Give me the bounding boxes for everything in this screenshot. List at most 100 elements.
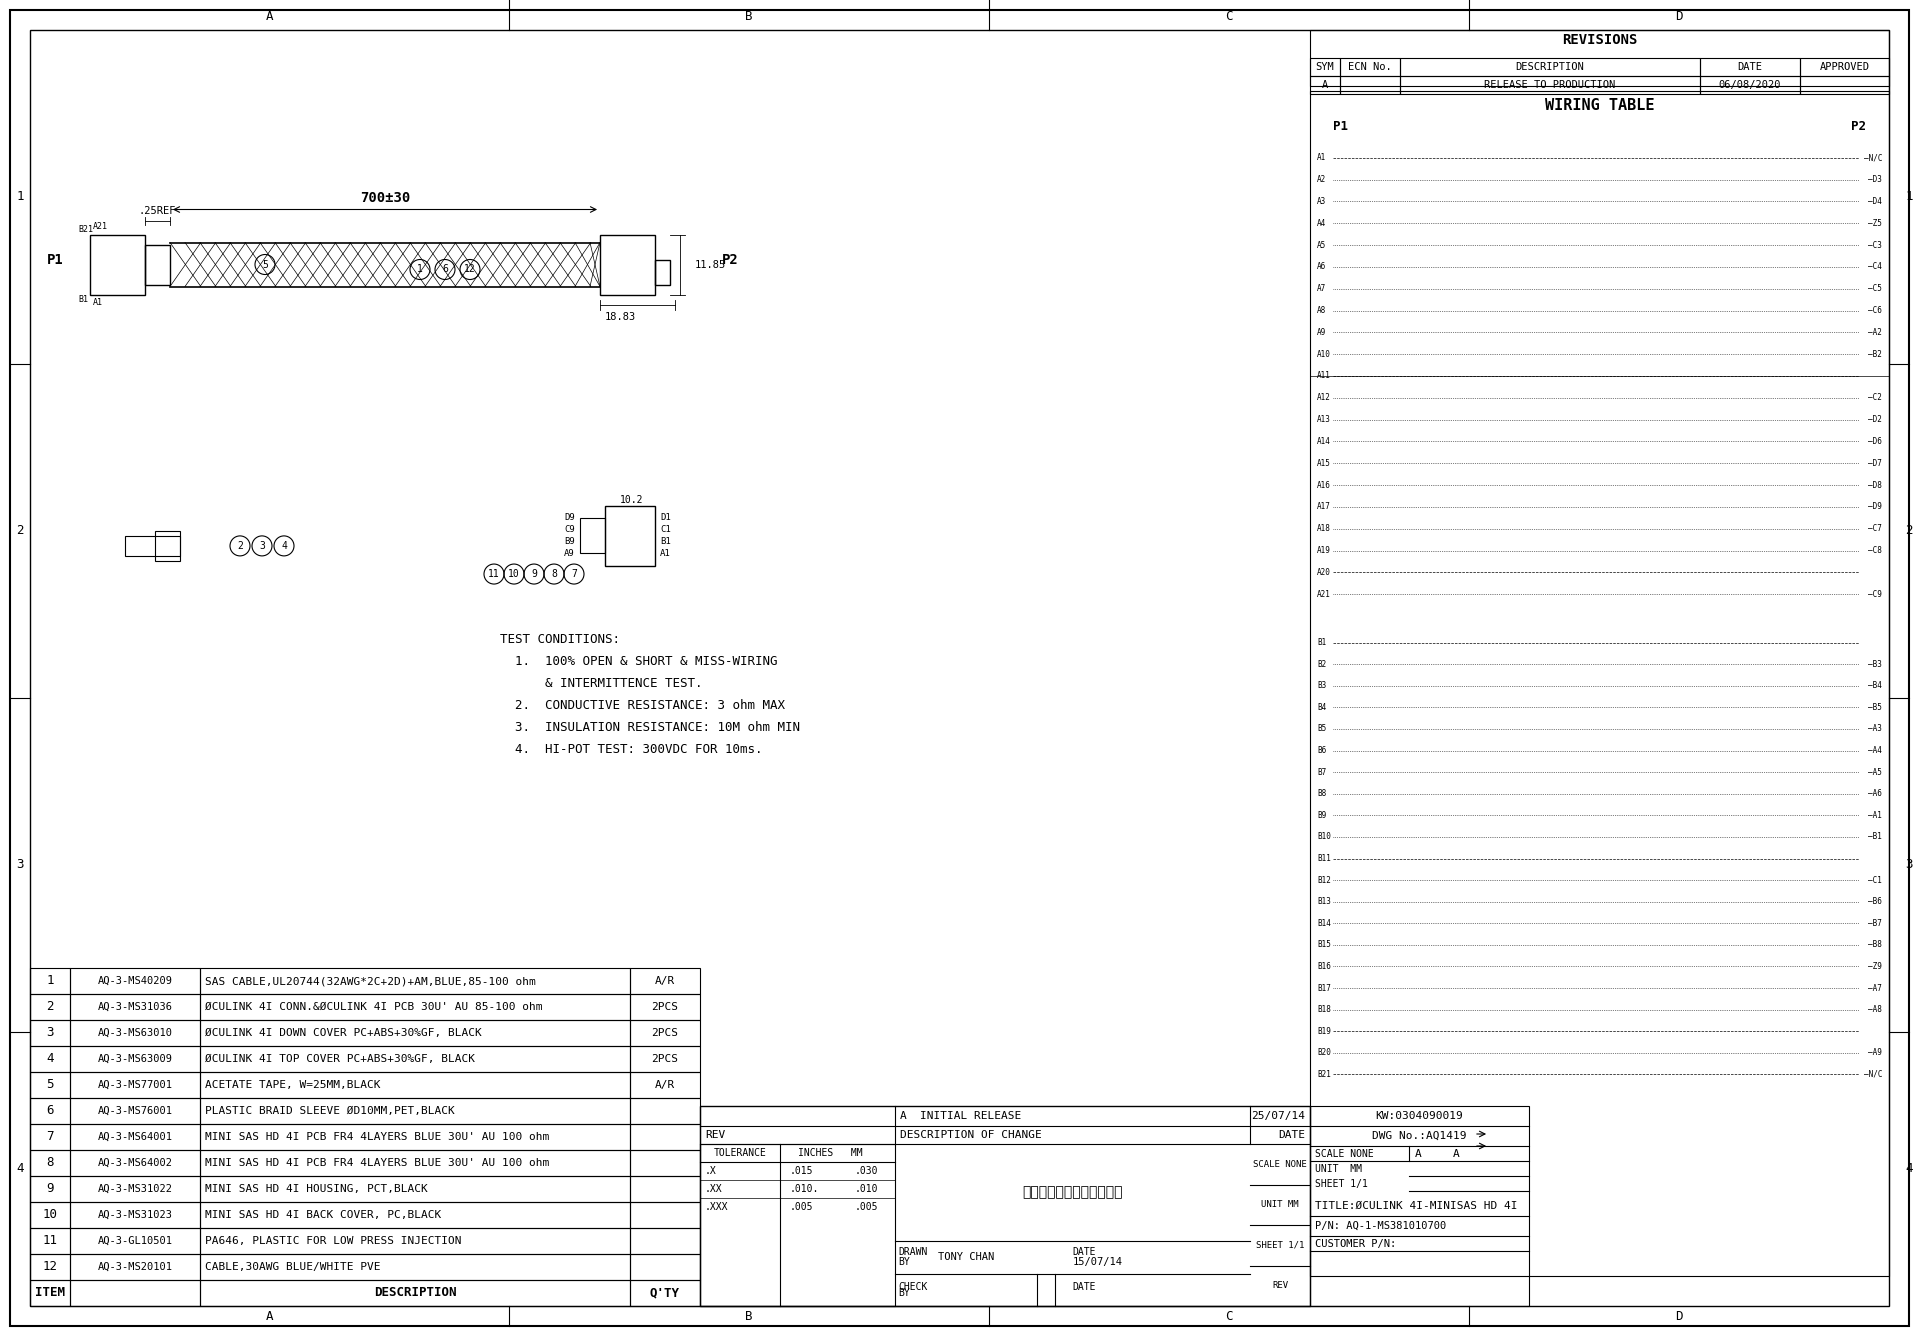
Text: ECN No.: ECN No. (1349, 61, 1391, 72)
Bar (1700, 76, 1800, 94)
Text: B11: B11 (1316, 854, 1332, 863)
Bar (1339, 57, 1401, 76)
Text: —D6: —D6 (1867, 437, 1883, 446)
Text: C1: C1 (660, 525, 672, 534)
Text: KW:0304090019: KW:0304090019 (1376, 1112, 1464, 1121)
Text: —A2: —A2 (1867, 327, 1883, 337)
Text: C: C (1224, 1309, 1232, 1323)
Text: P/N: AQ-1-MS381010700: P/N: AQ-1-MS381010700 (1315, 1221, 1447, 1230)
Text: D1: D1 (660, 513, 672, 522)
Text: B19: B19 (1316, 1027, 1332, 1035)
Text: B17: B17 (1316, 983, 1332, 993)
Text: 2PCS: 2PCS (651, 1002, 679, 1011)
Text: 3: 3 (259, 541, 265, 550)
Text: A2: A2 (1316, 175, 1326, 184)
Bar (69, 1046, 200, 1071)
Bar (31, 969, 69, 994)
Text: AQ-3-MS64001: AQ-3-MS64001 (98, 1132, 173, 1142)
Bar (31, 1098, 69, 1124)
Text: MINI SAS HD 4I PCB FR4 4LAYERS BLUE 30U' AU 100 ohm: MINI SAS HD 4I PCB FR4 4LAYERS BLUE 30U'… (205, 1132, 549, 1142)
Bar (31, 1228, 69, 1255)
Text: —A5: —A5 (1867, 768, 1883, 776)
Bar (31, 1071, 69, 1098)
Text: —Z9: —Z9 (1867, 962, 1883, 971)
Text: D: D (1675, 9, 1683, 23)
Text: 东莞凯王信息科技有限公司: 东莞凯王信息科技有限公司 (1023, 1185, 1123, 1200)
Text: AQ-3-MS20101: AQ-3-MS20101 (98, 1263, 173, 1272)
Bar (125, 536, 180, 556)
Text: 3.  INSULATION RESISTANCE: 10M ohm MIN: 3. INSULATION RESISTANCE: 10M ohm MIN (501, 721, 800, 735)
Text: 1: 1 (1906, 191, 1913, 203)
Bar (200, 1046, 629, 1071)
Text: —A4: —A4 (1867, 745, 1883, 755)
Text: MINI SAS HD 4I HOUSING, PCT,BLACK: MINI SAS HD 4I HOUSING, PCT,BLACK (205, 1184, 428, 1194)
Text: 4: 4 (280, 541, 288, 550)
Bar (200, 1071, 629, 1098)
Text: —C5: —C5 (1867, 285, 1883, 293)
Text: BY: BY (898, 1257, 910, 1268)
Bar (200, 1019, 629, 1046)
Text: 6: 6 (441, 265, 447, 274)
Text: A9: A9 (564, 549, 576, 558)
Text: MINI SAS HD 4I PCB FR4 4LAYERS BLUE 30U' AU 100 ohm: MINI SAS HD 4I PCB FR4 4LAYERS BLUE 30U'… (205, 1158, 549, 1168)
Text: ITEM: ITEM (35, 1287, 65, 1300)
Text: A7: A7 (1316, 285, 1326, 293)
Text: INCHES   MM: INCHES MM (798, 1148, 862, 1158)
Bar (629, 1124, 700, 1150)
Text: —B7: —B7 (1867, 919, 1883, 927)
Text: 8: 8 (551, 569, 557, 578)
Text: & INTERMITTENCE TEST.: & INTERMITTENCE TEST. (501, 677, 702, 691)
Text: A1: A1 (92, 298, 104, 307)
Bar (200, 1150, 629, 1176)
Text: —C2: —C2 (1867, 393, 1883, 402)
Text: B1: B1 (79, 295, 88, 305)
Text: A19: A19 (1316, 546, 1332, 554)
Text: MINI SAS HD 4I BACK COVER, PC,BLACK: MINI SAS HD 4I BACK COVER, PC,BLACK (205, 1210, 441, 1220)
Text: —C3: —C3 (1867, 240, 1883, 250)
Text: B12: B12 (1316, 875, 1332, 884)
Bar (69, 1019, 200, 1046)
Text: B4: B4 (1316, 703, 1326, 712)
Text: ØCULINK 4I DOWN COVER PC+ABS+30%GF, BLACK: ØCULINK 4I DOWN COVER PC+ABS+30%GF, BLAC… (205, 1027, 482, 1038)
Text: RELEASE TO PRODUCTION: RELEASE TO PRODUCTION (1485, 80, 1616, 90)
Text: SYM: SYM (1316, 61, 1334, 72)
Text: DESCRIPTION: DESCRIPTION (1516, 61, 1585, 72)
Text: 2: 2 (238, 541, 244, 550)
Text: —D3: —D3 (1867, 175, 1883, 184)
Text: ØCULINK 4I CONN.&ØCULINK 4I PCB 30U' AU 85-100 ohm: ØCULINK 4I CONN.&ØCULINK 4I PCB 30U' AU … (205, 1002, 543, 1011)
Bar (629, 1202, 700, 1228)
Text: 7: 7 (572, 569, 578, 578)
Text: UNIT MM: UNIT MM (1261, 1200, 1299, 1209)
Text: A9: A9 (1316, 327, 1326, 337)
Text: A4: A4 (1316, 219, 1326, 227)
Text: WIRING TABLE: WIRING TABLE (1545, 99, 1654, 114)
Text: SHEET 1/1: SHEET 1/1 (1255, 1241, 1305, 1249)
Bar (629, 1228, 700, 1255)
Text: SCALE NONE: SCALE NONE (1253, 1160, 1307, 1169)
Text: B: B (745, 1309, 752, 1323)
Text: TEST CONDITIONS:: TEST CONDITIONS: (501, 633, 620, 647)
Text: .X: .X (704, 1166, 718, 1176)
Text: —A3: —A3 (1867, 724, 1883, 733)
Text: —B4: —B4 (1867, 681, 1883, 691)
Bar (629, 1176, 700, 1202)
Bar (629, 1098, 700, 1124)
Bar (200, 1228, 629, 1255)
Text: B5: B5 (1316, 724, 1326, 733)
Text: AQ-3-MS63010: AQ-3-MS63010 (98, 1027, 173, 1038)
Bar (31, 1150, 69, 1176)
Text: 9: 9 (46, 1182, 54, 1196)
Text: REV: REV (1272, 1281, 1288, 1291)
Text: .010: .010 (856, 1184, 879, 1194)
Bar (146, 244, 171, 285)
Text: —B2: —B2 (1867, 350, 1883, 358)
Text: 2: 2 (1906, 525, 1913, 537)
Text: 3: 3 (15, 859, 23, 871)
Text: —B8: —B8 (1867, 941, 1883, 950)
Text: B7: B7 (1316, 768, 1326, 776)
Bar (31, 1202, 69, 1228)
Text: —N/C: —N/C (1863, 154, 1883, 162)
Text: 11.85: 11.85 (695, 259, 725, 270)
Bar (1311, 1106, 1529, 1307)
Text: DESCRIPTION OF CHANGE: DESCRIPTION OF CHANGE (900, 1130, 1042, 1140)
